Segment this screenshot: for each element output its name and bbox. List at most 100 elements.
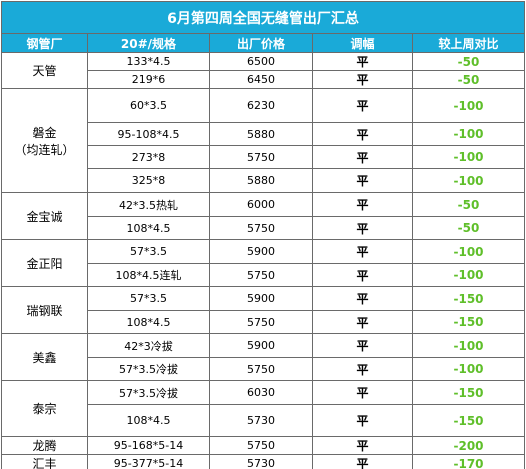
price-cell: 6450 xyxy=(209,70,313,89)
mill-name: 美鑫 xyxy=(1,333,88,381)
spec-cell: 42*3.5热轧 xyxy=(87,192,210,217)
header-row: 钢管厂 20#/规格 出厂价格 调幅 较上周对比 xyxy=(1,33,526,53)
table-row: 瑞钢联 57*3.5 5900 平 -150 xyxy=(1,286,526,334)
compare-cell: -100 xyxy=(411,168,526,193)
price-cell: 5900 xyxy=(209,286,313,311)
spec-cell: 57*3.5冷拔 xyxy=(87,380,210,405)
compare-cell: -100 xyxy=(411,122,526,146)
price-cell: 5730 xyxy=(209,454,313,469)
adjust-cell: 平 xyxy=(312,310,413,334)
adjust-cell: 平 xyxy=(312,145,413,169)
mill-name: 汇丰 xyxy=(1,454,88,469)
adjust-cell: 平 xyxy=(312,436,413,455)
compare-cell: -50 xyxy=(411,52,526,71)
compare-cell: -100 xyxy=(411,333,526,358)
spec-cell: 108*4.5 xyxy=(87,216,210,240)
mill-name: 金宝诚 xyxy=(1,192,88,240)
mill-name: 金正阳 xyxy=(1,239,88,287)
header-adjust: 调幅 xyxy=(312,33,413,53)
compare-cell: -150 xyxy=(411,310,526,334)
spec-cell: 57*3.5 xyxy=(87,286,210,311)
table-row: 108*4.5连轧 5750 平 -100 xyxy=(2,263,526,287)
mill-name: 天管 xyxy=(1,52,88,89)
spec-cell: 219*6 xyxy=(87,70,210,89)
table-title: 6月第四周全国无缝管出厂汇总 xyxy=(0,1,526,34)
spec-cell: 95-168*5-14 xyxy=(87,436,210,455)
adjust-cell: 平 xyxy=(312,216,413,240)
price-cell: 6500 xyxy=(209,52,313,71)
table-body: 天管 133*4.5 6500 平 -50 219*6 6450 平 -50 磐金 （均连轧） 60… xyxy=(1,52,526,469)
adjust-cell: 平 xyxy=(312,380,413,405)
compare-cell: -50 xyxy=(411,192,526,217)
adjust-cell: 平 xyxy=(312,404,413,437)
table-row: 金宝诚 42*3.5热轧 6000 平 -50 xyxy=(1,192,526,240)
price-cell: 5880 xyxy=(209,168,313,193)
compare-cell: -50 xyxy=(411,70,526,89)
compare-cell: -150 xyxy=(411,404,526,437)
price-cell: 5900 xyxy=(209,333,313,358)
adjust-cell: 平 xyxy=(312,239,413,264)
table-row: 美鑫 42*3冷拔 5900 平 -100 xyxy=(1,333,526,381)
adjust-cell: 平 xyxy=(312,122,413,146)
price-cell: 5750 xyxy=(209,357,313,381)
table-row: 泰宗 57*3.5冷拔 6030 平 -150 xyxy=(1,380,526,437)
price-cell: 6030 xyxy=(209,380,313,405)
adjust-cell: 平 xyxy=(312,454,413,469)
adjust-cell: 平 xyxy=(312,70,413,89)
header-mill: 钢管厂 xyxy=(1,33,88,53)
table-row: 天管 133*4.5 6500 平 -50 xyxy=(1,52,526,89)
adjust-cell: 平 xyxy=(312,192,413,217)
table-row: 108*4.5 5750 平 -50 xyxy=(2,216,526,240)
spec-cell: 108*4.5连轧 xyxy=(87,263,210,287)
compare-cell: -200 xyxy=(411,436,526,455)
spec-cell: 60*3.5 xyxy=(87,88,210,123)
price-cell: 5750 xyxy=(209,145,313,169)
adjust-cell: 平 xyxy=(312,286,413,311)
header-price: 出厂价格 xyxy=(209,33,313,53)
adjust-cell: 平 xyxy=(312,333,413,358)
adjust-cell: 平 xyxy=(312,52,413,71)
header-compare: 较上周对比 xyxy=(411,33,526,53)
mill-name: 龙腾 xyxy=(1,436,88,455)
price-cell: 5750 xyxy=(209,263,313,287)
table-row: 龙腾 95-168*5-14 5750 平 -200 xyxy=(1,436,526,455)
compare-cell: -100 xyxy=(411,357,526,381)
price-cell: 5750 xyxy=(209,310,313,334)
spec-cell: 325*8 xyxy=(87,168,210,193)
table-row: 325*8 5880 平 -100 xyxy=(2,168,526,193)
table-row: 金正阳 57*3.5 5900 平 -100 xyxy=(1,239,526,287)
header-spec: 20#/规格 xyxy=(87,33,210,53)
price-cell: 5750 xyxy=(209,436,313,455)
table-row: 95-108*4.5 5880 平 -100 xyxy=(2,122,526,146)
mill-name: 磐金 （均连轧） xyxy=(1,88,88,193)
adjust-cell: 平 xyxy=(312,263,413,287)
compare-cell: -100 xyxy=(411,145,526,169)
spec-cell: 42*3冷拔 xyxy=(87,333,210,358)
compare-cell: -50 xyxy=(411,216,526,240)
spec-cell: 133*4.5 xyxy=(87,52,210,71)
compare-cell: -150 xyxy=(411,380,526,405)
table-row: 273*8 5750 平 -100 xyxy=(2,145,526,169)
adjust-cell: 平 xyxy=(312,357,413,381)
price-cell: 5900 xyxy=(209,239,313,264)
spec-cell: 108*4.5 xyxy=(87,310,210,334)
price-cell: 5730 xyxy=(209,404,313,437)
spec-cell: 95-377*5-14 xyxy=(87,454,210,469)
table-row: 磐金 （均连轧） 60*3.5 6230 平 -100 xyxy=(1,88,526,193)
table-row: 108*4.5 5750 平 -150 xyxy=(2,310,526,334)
compare-cell: -170 xyxy=(411,454,526,469)
adjust-cell: 平 xyxy=(312,88,413,123)
price-cell: 6230 xyxy=(209,88,313,123)
compare-cell: -100 xyxy=(411,239,526,264)
adjust-cell: 平 xyxy=(312,168,413,193)
mill-name: 泰宗 xyxy=(1,380,88,437)
spec-cell: 57*3.5冷拔 xyxy=(87,357,210,381)
compare-cell: -100 xyxy=(411,88,526,123)
spec-cell: 108*4.5 xyxy=(87,404,210,437)
spec-cell: 57*3.5 xyxy=(87,239,210,264)
spec-cell: 95-108*4.5 xyxy=(87,122,210,146)
compare-cell: -100 xyxy=(411,263,526,287)
mill-name: 瑞钢联 xyxy=(1,286,88,334)
